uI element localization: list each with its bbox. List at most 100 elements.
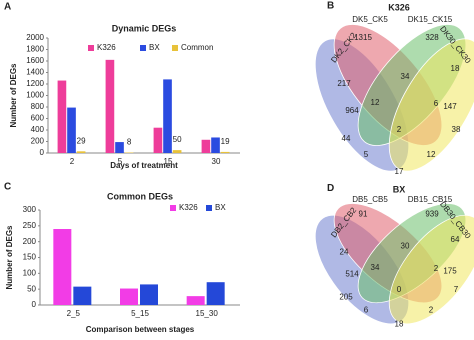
bar: [201, 139, 211, 153]
data-label: 8: [127, 138, 132, 147]
x-tick-label: 5: [118, 157, 123, 166]
venn-set: [388, 38, 474, 172]
region-count: 514: [345, 270, 359, 279]
chart-title: Common DEGs: [107, 191, 173, 201]
venn-diagram: [314, 24, 474, 172]
x-tick-label: 15: [164, 157, 173, 166]
region-count: 2: [397, 125, 402, 134]
legend-label: K326: [179, 203, 198, 212]
chart-title: Dynamic DEGs: [112, 23, 177, 33]
legend-label: BX: [215, 203, 226, 212]
region-count: 12: [427, 150, 436, 159]
region-count: 18: [451, 64, 460, 73]
bar: [163, 79, 172, 153]
bar: [211, 137, 220, 153]
bar: [105, 59, 115, 153]
y-tick-label: 1000: [26, 91, 44, 100]
region-count: 17: [395, 167, 404, 176]
bar: [206, 282, 225, 305]
region-count: 24: [340, 247, 349, 256]
region-count: 1315: [354, 33, 372, 42]
region-count: 6: [434, 99, 439, 108]
legend-label: BX: [149, 43, 160, 52]
x-tick-label: 15_30: [196, 309, 219, 318]
data-label: 29: [77, 136, 86, 145]
region-count: 34: [371, 263, 380, 272]
y-tick-label: 1200: [26, 79, 44, 88]
bar: [57, 80, 67, 153]
data-label: 50: [173, 135, 182, 144]
region-count: 2: [429, 306, 434, 315]
x-tick-label: 2: [70, 157, 75, 166]
region-count: 217: [337, 79, 351, 88]
y-tick-label: 0: [32, 300, 37, 309]
panel-letter: B: [327, 1, 334, 12]
region-count: 328: [425, 33, 439, 42]
region-count: 12: [371, 98, 380, 107]
y-tick-label: 0: [40, 148, 45, 157]
bar: [120, 288, 138, 305]
region-count: 6: [364, 306, 369, 315]
y-tick-label: 1800: [26, 45, 44, 54]
chart-title: BX: [393, 184, 406, 194]
region-count: 147: [443, 102, 457, 111]
y-tick-label: 2000: [26, 33, 44, 42]
y-tick-label: 1600: [26, 56, 44, 65]
x-axis-label: Days of treatment: [110, 161, 178, 170]
bar: [153, 127, 163, 153]
bar: [76, 151, 86, 153]
y-tick-label: 300: [23, 205, 37, 214]
legend-swatch: [170, 205, 176, 211]
venn-diagram: [314, 203, 474, 325]
data-label: 19: [221, 137, 230, 146]
x-tick-label: 2_5: [67, 309, 81, 318]
y-tick-label: 100: [23, 268, 37, 277]
legend-label: Common: [181, 43, 213, 52]
legend-swatch: [88, 45, 94, 51]
bar: [67, 107, 76, 153]
region-count: 0: [397, 285, 402, 294]
bar: [115, 142, 124, 153]
set-label: DK15_CK15: [408, 15, 453, 24]
x-tick-label: 5_15: [131, 309, 149, 318]
y-tick-label: 200: [31, 137, 45, 146]
bar: [186, 296, 205, 305]
region-count: 2: [434, 264, 439, 273]
region-count: 38: [452, 125, 461, 134]
region-count: 205: [339, 293, 353, 302]
bar: [220, 151, 230, 153]
chart-title: K326: [388, 2, 410, 12]
region-count: 44: [342, 134, 351, 143]
legend-swatch: [206, 205, 212, 211]
y-tick-label: 50: [27, 284, 36, 293]
y-axis-label: Number of DEGs: [9, 63, 18, 128]
region-count: 91: [359, 210, 368, 219]
set-label: DK5_CK5: [352, 15, 388, 24]
region-count: 34: [401, 72, 410, 81]
panel-letter: A: [4, 2, 11, 13]
y-tick-label: 600: [31, 114, 45, 123]
y-tick-label: 200: [23, 237, 37, 246]
y-tick-label: 150: [23, 253, 37, 262]
y-tick-label: 250: [23, 221, 37, 230]
region-count: 939: [425, 210, 439, 219]
legend-label: K326: [97, 43, 116, 52]
region-count: 18: [395, 320, 404, 329]
x-axis-label: Comparison between stages: [86, 325, 195, 334]
region-count: 175: [443, 266, 457, 275]
panel-letter: D: [327, 183, 334, 194]
y-tick-label: 1400: [26, 68, 44, 77]
region-count: 964: [345, 106, 359, 115]
y-axis-label: Number of DEGs: [5, 225, 14, 290]
legend-swatch: [172, 45, 178, 51]
bar: [140, 284, 158, 305]
bar: [73, 286, 92, 305]
venn-set: [388, 214, 474, 325]
region-count: 7: [454, 285, 459, 294]
set-label: DB15_CB15: [408, 195, 453, 204]
x-tick-label: 30: [212, 157, 221, 166]
bar: [172, 150, 182, 153]
region-count: 64: [451, 235, 460, 244]
panel-letter: C: [4, 182, 11, 193]
